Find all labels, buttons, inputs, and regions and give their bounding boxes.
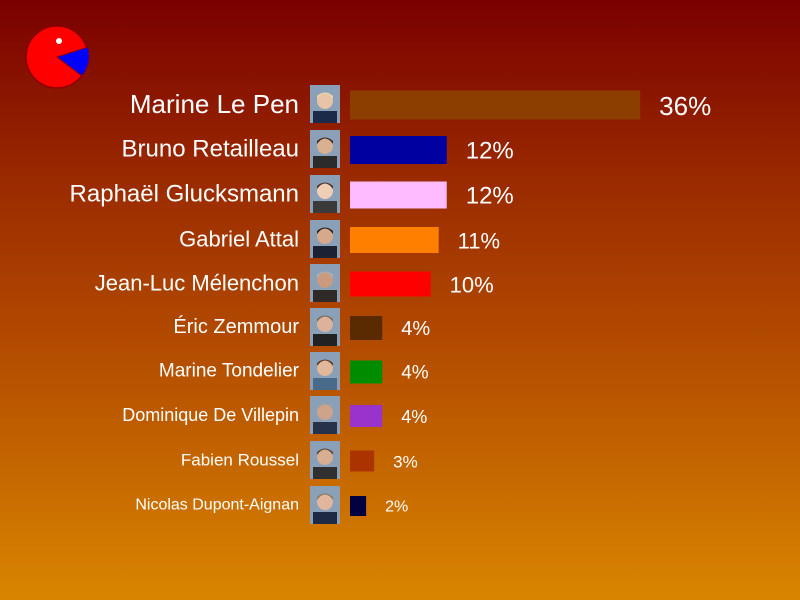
portrait-icon	[310, 220, 340, 258]
value-label-jean-luc-melenchon: 10%	[450, 273, 494, 298]
value-label-dominique-de-villepin: 4%	[401, 407, 427, 427]
bar-gabriel-attal	[350, 227, 439, 253]
value-label-bruno-retailleau: 12%	[466, 138, 514, 165]
category-label-dominique-de-villepin: Dominique De Villepin	[122, 405, 299, 425]
bar-marine-le-pen	[350, 90, 641, 120]
bar-bruno-retailleau	[350, 136, 447, 164]
category-label-jean-luc-melenchon: Jean-Luc Mélenchon	[95, 271, 299, 296]
category-label-nicolas-dupont-aignan: Nicolas Dupont-Aignan	[135, 497, 299, 514]
bar-marine-tondelier	[350, 360, 383, 384]
value-label-raphael-glucksmann: 12%	[466, 183, 514, 210]
value-label-eric-zemmour: 4%	[401, 318, 430, 340]
value-label-marine-tondelier: 4%	[401, 363, 429, 384]
value-label-fabien-roussel: 3%	[393, 453, 418, 472]
value-label-gabriel-attal: 11%	[458, 229, 500, 254]
portrait-icon	[310, 175, 340, 213]
bar-eric-zemmour	[350, 316, 383, 340]
category-label-marine-le-pen: Marine Le Pen	[130, 89, 299, 119]
portrait-icon	[310, 264, 340, 302]
portrait-icon	[310, 130, 340, 168]
category-label-marine-tondelier: Marine Tondelier	[159, 361, 300, 382]
category-label-gabriel-attal: Gabriel Attal	[179, 227, 299, 252]
pacman-pie-icon	[25, 25, 90, 89]
portrait-icon	[310, 308, 340, 346]
portrait-icon	[310, 486, 340, 524]
portrait-icon	[310, 441, 340, 479]
category-label-fabien-roussel: Fabien Roussel	[181, 451, 299, 470]
bar-jean-luc-melenchon	[350, 271, 431, 297]
bar-nicolas-dupont-aignan	[350, 496, 367, 516]
value-label-marine-le-pen: 36%	[659, 91, 711, 121]
bar-fabien-roussel	[350, 450, 375, 472]
bar-dominique-de-villepin	[350, 405, 383, 427]
category-label-bruno-retailleau: Bruno Retailleau	[122, 136, 299, 163]
portrait-icon	[310, 352, 340, 390]
portrait-icon	[310, 85, 340, 123]
portrait-icon	[310, 396, 340, 434]
bar-raphael-glucksmann	[350, 181, 447, 209]
category-label-raphael-glucksmann: Raphaël Glucksmann	[70, 181, 299, 208]
value-label-nicolas-dupont-aignan: 2%	[385, 499, 408, 516]
category-label-eric-zemmour: Éric Zemmour	[173, 315, 299, 338]
